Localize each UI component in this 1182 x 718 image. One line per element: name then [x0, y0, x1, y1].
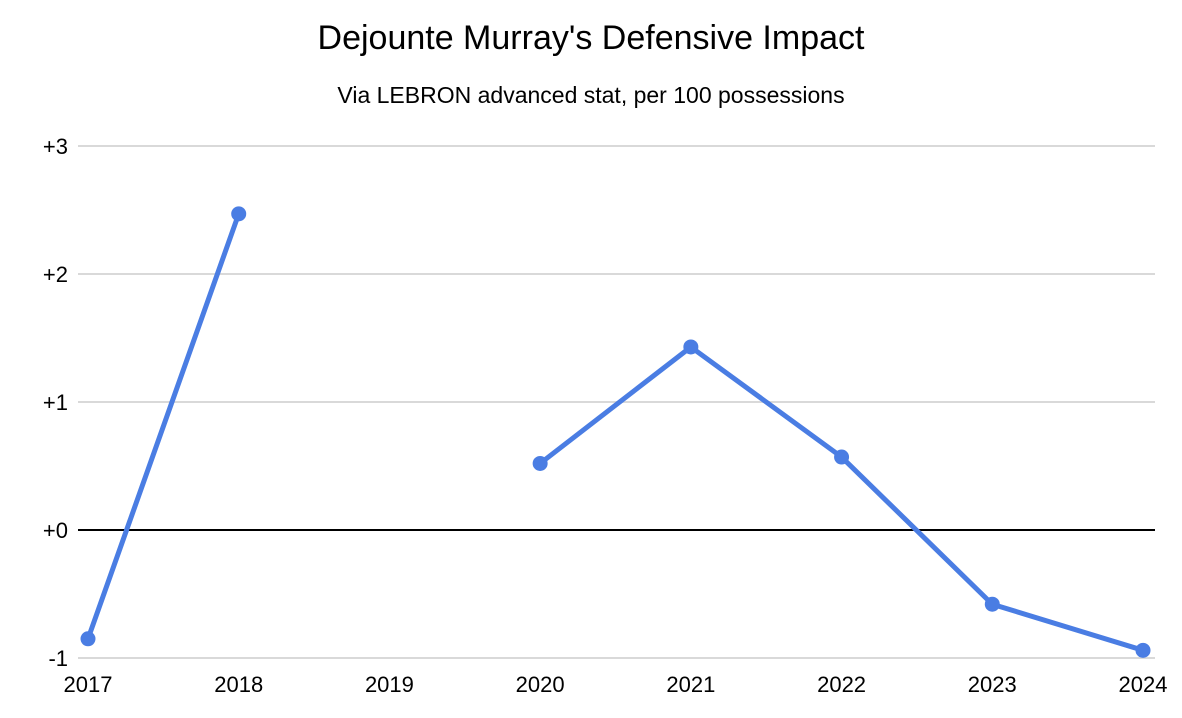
- x-tick-label: 2023: [968, 672, 1017, 697]
- y-tick-label: +1: [43, 390, 68, 415]
- data-line-segment: [537, 344, 1146, 653]
- chart-subtitle: Via LEBRON advanced stat, per 100 posses…: [337, 82, 845, 108]
- data-point-2024: [1135, 642, 1151, 658]
- x-tick-label: 2020: [516, 672, 565, 697]
- data-line-segment: [85, 211, 242, 642]
- x-tick-label: 2019: [365, 672, 414, 697]
- data-point-2022: [834, 449, 850, 465]
- y-tick-label: +3: [43, 134, 68, 159]
- data-point-2018: [231, 206, 247, 222]
- x-tick-label: 2022: [817, 672, 866, 697]
- x-tick-label: 2017: [64, 672, 113, 697]
- y-tick-label: +2: [43, 262, 68, 287]
- data-point-2023: [984, 596, 1000, 612]
- x-tick-label: 2024: [1119, 672, 1168, 697]
- data-point-2021: [683, 339, 699, 355]
- x-tick-label: 2018: [214, 672, 263, 697]
- y-tick-label: +0: [43, 518, 68, 543]
- x-tick-label: 2021: [666, 672, 715, 697]
- y-tick-label: -1: [48, 646, 68, 671]
- data-point-2017: [80, 631, 96, 647]
- data-point-2020: [532, 455, 548, 471]
- chart-title: Dejounte Murray's Defensive Impact: [317, 19, 865, 57]
